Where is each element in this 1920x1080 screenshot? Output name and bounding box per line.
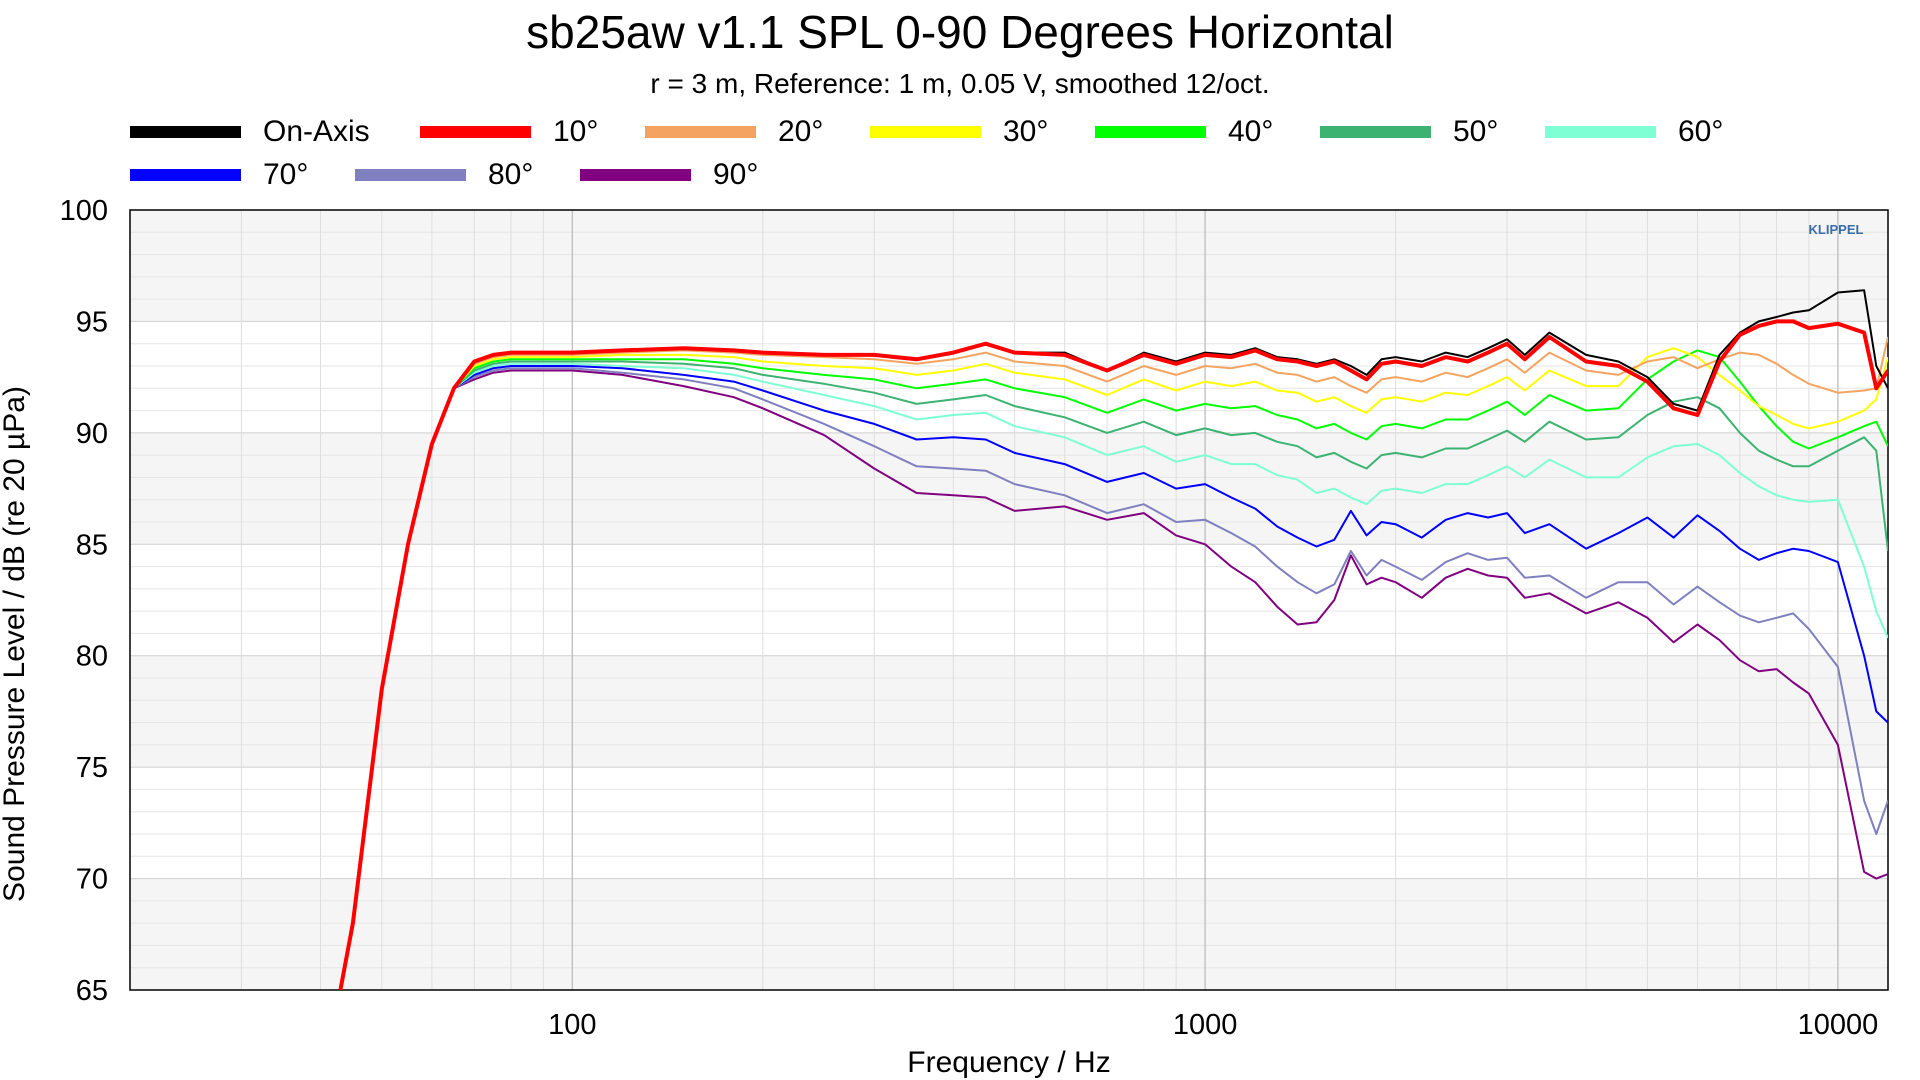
legend-swatch xyxy=(130,126,241,138)
legend-label: 20° xyxy=(778,115,824,148)
legend-item: 50° xyxy=(1320,114,1498,150)
legend-label: 40° xyxy=(1228,115,1274,148)
chart-title: sb25aw v1.1 SPL 0-90 Degrees Horizontal xyxy=(526,6,1394,58)
series-layer xyxy=(338,289,1888,990)
legend-item: 30° xyxy=(870,114,1048,150)
y-tick-label: 90 xyxy=(76,418,108,450)
series-line-8 xyxy=(339,367,1888,990)
chart-subtitle: r = 3 m, Reference: 1 m, 0.05 V, smoothe… xyxy=(650,68,1270,99)
legend-label: 90° xyxy=(713,158,759,191)
y-tick-label: 95 xyxy=(76,306,108,338)
y-tick-label: 75 xyxy=(76,752,108,784)
legend-item: 40° xyxy=(1095,114,1273,150)
y-tick-label: 100 xyxy=(60,195,108,227)
legend-item: 20° xyxy=(645,114,823,150)
legend-label: 80° xyxy=(488,158,534,191)
legend-item: 80° xyxy=(355,157,533,193)
plot-band xyxy=(130,878,1888,990)
grid-lines xyxy=(129,209,1888,991)
legend-swatch xyxy=(1545,126,1656,138)
legend-item: 90° xyxy=(580,157,758,193)
series-line-6 xyxy=(339,362,1888,990)
klippel-logo: KLIPPEL xyxy=(1809,222,1864,237)
legend-swatch xyxy=(580,169,691,181)
series-line-9 xyxy=(339,369,1888,990)
y-axis-label: Sound Pressure Level / dB (re 20 µPa) xyxy=(0,386,31,902)
series-line-1 xyxy=(338,319,1888,990)
legend-swatch xyxy=(1095,126,1206,138)
x-tick-label: 100 xyxy=(548,1009,596,1041)
plot-band xyxy=(130,544,1888,656)
legend-label: 70° xyxy=(263,158,309,191)
legend-label: On-Axis xyxy=(263,115,370,148)
legend-swatch xyxy=(1320,126,1431,138)
legend-item: 60° xyxy=(1545,114,1723,150)
y-tick-label: 85 xyxy=(76,529,108,561)
series-line-4 xyxy=(339,349,1888,990)
legend-swatch xyxy=(870,126,981,138)
x-tick-label: 1000 xyxy=(1173,1009,1238,1041)
plot-band xyxy=(130,767,1888,879)
legend-label: 10° xyxy=(553,115,599,148)
legend-swatch xyxy=(420,126,531,138)
plot-background-bands xyxy=(130,210,1888,990)
series-line-5 xyxy=(339,360,1888,990)
series-line-2 xyxy=(339,336,1888,990)
x-tick-label: 10000 xyxy=(1798,1009,1879,1041)
series-line-3 xyxy=(339,347,1888,990)
legend-swatch xyxy=(355,169,466,181)
legend-label: 50° xyxy=(1453,115,1499,148)
y-tick-label: 80 xyxy=(76,641,108,673)
legend-swatch xyxy=(645,126,756,138)
legend-swatch xyxy=(130,169,241,181)
legend-item: 10° xyxy=(420,114,598,150)
plot-band xyxy=(130,210,1888,322)
series-line-7 xyxy=(339,365,1888,990)
tick-labels: 65 70 75 80 85 90 95 100 100 1000 10000 xyxy=(60,195,1879,1041)
plot-band xyxy=(130,321,1888,433)
legend-label: 60° xyxy=(1678,115,1724,148)
y-tick-label: 70 xyxy=(76,864,108,896)
legend-item: On-Axis xyxy=(130,114,370,150)
legend-label: 30° xyxy=(1003,115,1049,148)
plot-band xyxy=(130,655,1888,768)
x-axis-label: Frequency / Hz xyxy=(907,1046,1110,1079)
plot-frame xyxy=(129,209,1889,991)
y-tick-label: 65 xyxy=(76,975,108,1007)
legend-item: 70° xyxy=(130,157,308,193)
